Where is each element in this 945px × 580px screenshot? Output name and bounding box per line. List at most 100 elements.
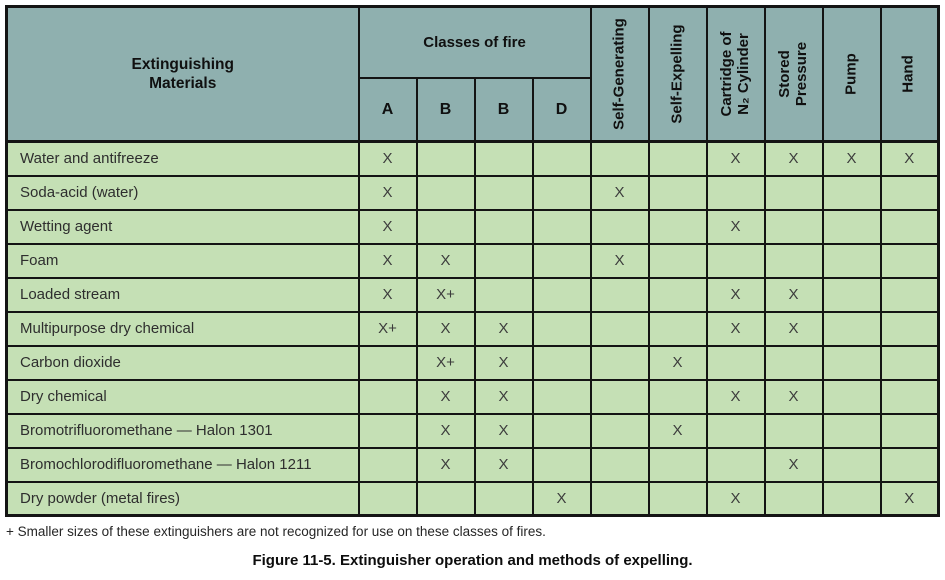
empty-cell [705, 344, 766, 381]
empty-cell [531, 344, 592, 381]
x-mark-cell: X [531, 480, 592, 517]
footnote: + Smaller sizes of these extinguishers a… [6, 524, 546, 539]
x-mark-cell: X [763, 276, 824, 313]
empty-cell [763, 480, 824, 517]
empty-cell [589, 310, 650, 347]
empty-cell [821, 174, 882, 211]
table-row: Bromotrifluoromethane — Halon 1301 X X X [5, 412, 940, 449]
x-mark-cell: X [821, 140, 882, 177]
table-row: Multipurpose dry chemical X+ X X X X [5, 310, 940, 347]
empty-cell [821, 480, 882, 517]
x-mark-cell: X [589, 242, 650, 279]
empty-cell [879, 412, 940, 449]
header-row-1: Extinguishing Materials Classes of fire … [5, 5, 940, 143]
material-cell: Water and antifreeze [5, 140, 360, 177]
x-mark-cell: X [763, 310, 824, 347]
empty-cell [647, 378, 708, 415]
table-header: Extinguishing Materials Classes of fire … [5, 5, 940, 143]
empty-cell [647, 480, 708, 517]
x-mark-cell: X+ [415, 344, 476, 381]
empty-cell [647, 208, 708, 245]
x-mark-cell: X+ [415, 276, 476, 313]
empty-cell [415, 140, 476, 177]
empty-cell [647, 310, 708, 347]
empty-cell [821, 378, 882, 415]
x-mark-cell: X [763, 378, 824, 415]
empty-cell [879, 310, 940, 347]
col-header-self-expelling: Self-Expelling [647, 5, 708, 143]
x-mark-cell: X [589, 174, 650, 211]
x-mark-cell: X [879, 480, 940, 517]
empty-cell [763, 208, 824, 245]
empty-cell [531, 446, 592, 483]
empty-cell [589, 208, 650, 245]
x-mark-cell: X [705, 480, 766, 517]
empty-cell [357, 412, 418, 449]
empty-cell [879, 378, 940, 415]
x-mark-cell: X [473, 310, 534, 347]
material-cell: Carbon dioxide [5, 344, 360, 381]
x-mark-cell: X [357, 208, 418, 245]
empty-cell [879, 344, 940, 381]
empty-cell [589, 276, 650, 313]
table-row: Water and antifreeze X X X X X [5, 140, 940, 177]
empty-cell [415, 480, 476, 517]
x-mark-cell: X [473, 344, 534, 381]
empty-cell [763, 412, 824, 449]
col-header-class-b1: B [415, 77, 476, 143]
empty-cell [531, 276, 592, 313]
table-row: Dry powder (metal fires) X X X [5, 480, 940, 517]
col-header-class-d: D [531, 77, 592, 143]
x-mark-cell: X [705, 276, 766, 313]
col-header-label: Self-Generating [610, 18, 628, 130]
empty-cell [473, 242, 534, 279]
x-mark-cell: X [357, 174, 418, 211]
empty-cell [821, 412, 882, 449]
empty-cell [705, 412, 766, 449]
figure-caption: Figure 11-5. Extinguisher operation and … [252, 552, 693, 569]
col-header-label: Stored Pressure [775, 41, 810, 107]
empty-cell [531, 242, 592, 279]
empty-cell [821, 446, 882, 483]
empty-cell [589, 378, 650, 415]
empty-cell [763, 174, 824, 211]
col-group-classes-of-fire: Classes of fire [357, 5, 592, 80]
col-header-extinguishing-materials: Extinguishing Materials [5, 5, 360, 143]
empty-cell [879, 446, 940, 483]
empty-cell [589, 446, 650, 483]
empty-cell [473, 480, 534, 517]
x-mark-cell: X [705, 208, 766, 245]
col-header-stored-pressure: Stored Pressure [763, 5, 824, 143]
table-row: Foam X X X [5, 242, 940, 279]
empty-cell [705, 174, 766, 211]
x-mark-cell: X [705, 140, 766, 177]
empty-cell [647, 276, 708, 313]
empty-cell [763, 344, 824, 381]
x-mark-cell: X [357, 276, 418, 313]
x-mark-cell: X [705, 310, 766, 347]
material-cell: Multipurpose dry chemical [5, 310, 360, 347]
x-mark-cell: X [647, 344, 708, 381]
col-header-label: Self-Expelling [668, 24, 686, 124]
col-header-label: Hand [899, 55, 917, 93]
x-mark-cell: X [647, 412, 708, 449]
empty-cell [879, 276, 940, 313]
empty-cell [647, 242, 708, 279]
x-mark-cell: X [357, 242, 418, 279]
header-row-2: A B B D [7, 77, 939, 143]
x-mark-cell: X [473, 412, 534, 449]
x-mark-cell: X [415, 412, 476, 449]
empty-cell [821, 208, 882, 245]
x-mark-cell: X [415, 310, 476, 347]
col-header-self-generating: Self-Generating [589, 5, 650, 143]
empty-cell [473, 140, 534, 177]
empty-cell [589, 412, 650, 449]
empty-cell [473, 208, 534, 245]
empty-cell [473, 276, 534, 313]
empty-cell [589, 140, 650, 177]
empty-cell [589, 344, 650, 381]
table-row: Soda-acid (water) X X [5, 174, 940, 211]
material-cell: Wetting agent [5, 208, 360, 245]
empty-cell [879, 174, 940, 211]
